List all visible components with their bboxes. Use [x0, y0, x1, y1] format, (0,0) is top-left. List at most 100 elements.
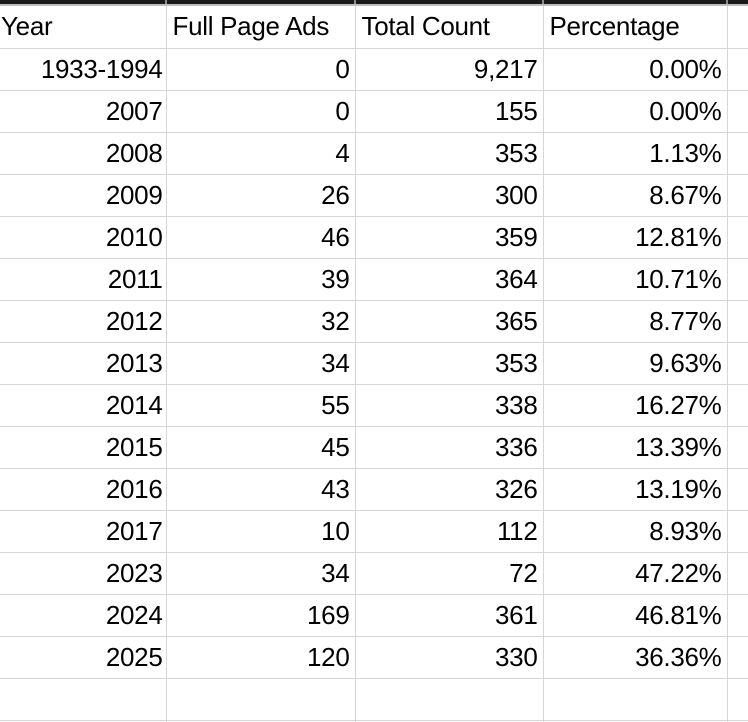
empty-row	[0, 678, 748, 721]
cell[interactable]: 39	[166, 258, 356, 301]
cell[interactable]: 155	[355, 90, 544, 133]
cell-empty[interactable]	[727, 552, 748, 595]
cell-empty[interactable]	[727, 594, 748, 637]
table-row: 2010 46 359 12.81%	[0, 216, 748, 259]
top-border-underline	[0, 4, 748, 6]
cell[interactable]: 120	[166, 636, 356, 679]
cell-empty[interactable]	[727, 468, 748, 511]
cell-empty[interactable]	[355, 678, 544, 721]
cell-empty[interactable]	[727, 678, 748, 721]
cell-empty[interactable]	[0, 720, 167, 722]
cell[interactable]: 45	[166, 426, 356, 469]
cell[interactable]: 8.77%	[543, 300, 728, 343]
column-header-empty[interactable]	[727, 6, 748, 49]
cell-empty[interactable]	[727, 132, 748, 175]
cell-empty[interactable]	[727, 216, 748, 259]
cell[interactable]: 43	[166, 468, 356, 511]
column-header-total-count[interactable]: Total Count	[355, 6, 544, 49]
column-header-full-page-ads[interactable]: Full Page Ads	[166, 6, 356, 49]
cell[interactable]: 46	[166, 216, 356, 259]
cell[interactable]: 1.13%	[543, 132, 728, 175]
table-row: 2015 45 336 13.39%	[0, 426, 748, 469]
cell[interactable]: 169	[166, 594, 356, 637]
cell[interactable]: 0.00%	[543, 48, 728, 91]
table-body: 1933-1994 0 9,217 0.00% 2007 0 155 0.00% 2008 4 35…	[0, 48, 748, 722]
cell[interactable]: 55	[166, 384, 356, 427]
cell[interactable]: 2007	[0, 90, 167, 133]
cell[interactable]: 4	[166, 132, 356, 175]
header-row: Year Full Page Ads Total Count Percentage	[0, 6, 748, 49]
cell-empty[interactable]	[727, 426, 748, 469]
cell[interactable]: 13.39%	[543, 426, 728, 469]
cell-empty[interactable]	[727, 636, 748, 679]
cell-empty[interactable]	[727, 384, 748, 427]
cell[interactable]: 36.36%	[543, 636, 728, 679]
cell[interactable]: 2017	[0, 510, 167, 553]
cell[interactable]: 8.67%	[543, 174, 728, 217]
cell[interactable]: 2008	[0, 132, 167, 175]
table-row: 2017 10 112 8.93%	[0, 510, 748, 553]
cell[interactable]: 300	[355, 174, 544, 217]
cell[interactable]: 2014	[0, 384, 167, 427]
cell[interactable]: 2013	[0, 342, 167, 385]
cell-empty[interactable]	[727, 174, 748, 217]
cell-empty[interactable]	[166, 678, 356, 721]
cell-empty[interactable]	[543, 678, 728, 721]
cell[interactable]: 330	[355, 636, 544, 679]
cell[interactable]: 10	[166, 510, 356, 553]
cell-empty[interactable]	[166, 720, 356, 722]
cell[interactable]: 10.71%	[543, 258, 728, 301]
cell[interactable]: 2012	[0, 300, 167, 343]
cell[interactable]: 361	[355, 594, 544, 637]
top-thick-border	[0, 0, 748, 4]
cell[interactable]: 1933-1994	[0, 48, 167, 91]
column-header-year[interactable]: Year	[0, 6, 167, 49]
cell[interactable]: 46.81%	[543, 594, 728, 637]
cell[interactable]: 34	[166, 552, 356, 595]
cell[interactable]: 353	[355, 342, 544, 385]
cell[interactable]: 9.63%	[543, 342, 728, 385]
cell[interactable]: 364	[355, 258, 544, 301]
cell-empty[interactable]	[355, 720, 544, 722]
cell-empty[interactable]	[727, 342, 748, 385]
cell[interactable]: 2023	[0, 552, 167, 595]
cell-empty[interactable]	[0, 678, 167, 721]
table-row: 2008 4 353 1.13%	[0, 132, 748, 175]
cell[interactable]: 16.27%	[543, 384, 728, 427]
cell[interactable]: 13.19%	[543, 468, 728, 511]
cell[interactable]: 26	[166, 174, 356, 217]
cell-empty[interactable]	[727, 258, 748, 301]
cell[interactable]: 8.93%	[543, 510, 728, 553]
cell[interactable]: 338	[355, 384, 544, 427]
cell[interactable]: 12.81%	[543, 216, 728, 259]
cell[interactable]: 32	[166, 300, 356, 343]
cell[interactable]: 0	[166, 90, 356, 133]
cell[interactable]: 353	[355, 132, 544, 175]
cell[interactable]: 9,217	[355, 48, 544, 91]
cell[interactable]: 336	[355, 426, 544, 469]
cell-empty[interactable]	[727, 300, 748, 343]
cell[interactable]: 326	[355, 468, 544, 511]
cell-empty[interactable]	[727, 48, 748, 91]
cell-empty[interactable]	[543, 720, 728, 722]
cell[interactable]: 2024	[0, 594, 167, 637]
cell[interactable]: 2016	[0, 468, 167, 511]
cell[interactable]: 0.00%	[543, 90, 728, 133]
column-header-percentage[interactable]: Percentage	[543, 6, 728, 49]
cell[interactable]: 47.22%	[543, 552, 728, 595]
cell[interactable]: 72	[355, 552, 544, 595]
cell[interactable]: 2009	[0, 174, 167, 217]
cell[interactable]: 365	[355, 300, 544, 343]
cell[interactable]: 112	[355, 510, 544, 553]
cell[interactable]: 0	[166, 48, 356, 91]
cell[interactable]: 2025	[0, 636, 167, 679]
table-row: 2023 34 72 47.22%	[0, 552, 748, 595]
cell[interactable]: 2010	[0, 216, 167, 259]
cell-empty[interactable]	[727, 510, 748, 553]
cell-empty[interactable]	[727, 90, 748, 133]
cell[interactable]: 34	[166, 342, 356, 385]
cell[interactable]: 2015	[0, 426, 167, 469]
cell[interactable]: 359	[355, 216, 544, 259]
top-border-segment	[728, 0, 748, 4]
cell[interactable]: 2011	[0, 258, 167, 301]
